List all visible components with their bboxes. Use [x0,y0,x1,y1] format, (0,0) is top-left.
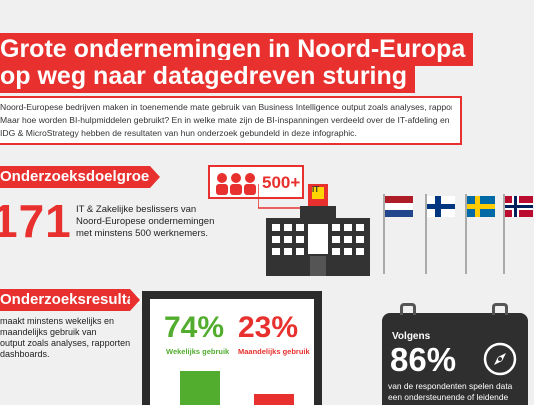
weekly-percentage: 74% [164,311,225,344]
doelgroep-desc-line3: met minstens 500 werknemers. [76,228,208,239]
weekly-bar [180,370,220,405]
monthly-bar [254,394,294,405]
intro-box: Noord-Europese bedrijven maken in toenem… [0,96,462,145]
section-heading-doelgroep: Onderzoeksdoelgroep [0,166,160,188]
flag-sweden-icon [465,194,495,274]
resultaten-desc-line1: maakt minstens wekelijks en [0,316,115,326]
intro-line-2: Maar hoe worden BI-hulpmiddelen gebruikt… [0,115,452,125]
resultaten-description: maakt minstens wekelijks en maandelijks … [0,316,130,360]
briefcase-handle-right [492,303,508,315]
intro-line-1: Noord-Europese bedrijven maken in toenem… [0,102,452,112]
monitor-screen: 74% Wekelijks gebruik 23% Maandelijks ge… [150,299,314,405]
case-line2: een ondersteunende of leidende [388,392,509,402]
resultaten-desc-line4: dashboards. [0,349,50,359]
resultaten-desc-line2: maandelijks gebruik van [0,327,97,337]
doelgroep-desc-line2: Noord-Europese ondernemingen [76,216,215,227]
monthly-percentage: 23% [238,311,299,344]
employee-badge-text: 500+ [262,173,301,192]
building-sign-text: IT [312,185,320,194]
section-heading-resultaten: Onderzoeksresultaten [0,289,158,311]
office-building-icon [258,184,370,276]
compass-icon [483,342,517,376]
flag-netherlands-icon [383,194,413,274]
doelgroep-desc-line1: IT & Zakelijke beslissers van [76,204,197,215]
people-icon [216,173,256,195]
briefcase-handle-left [400,303,416,315]
section-heading-resultaten-text: Onderzoeksresultaten [0,291,158,308]
doelgroep-description: IT & Zakelijke beslissers van Noord-Euro… [76,204,214,240]
briefcase-panel: Volgens 86% van de respondenten spelen d… [382,303,528,405]
case-description: van de respondenten spelen data een onde… [388,381,512,403]
flag-finland-icon [425,194,455,274]
intro-line-3: IDG & MicroStrategy hebben de resultaten… [0,128,357,138]
case-intro: Volgens [392,331,431,342]
page-title-line2: op weg naar datagedreven sturing [0,60,416,93]
weekly-label: Wekelijks gebruik [166,347,230,356]
respondent-count: 171 [0,195,72,247]
case-line1: van de respondenten spelen data [388,381,513,391]
flag-norway-icon [503,194,533,274]
employee-badge: 500+ [208,165,304,199]
case-percentage: 86% [390,341,457,378]
monitor-frame: 74% Wekelijks gebruik 23% Maandelijks ge… [142,291,322,405]
nordic-flags [383,194,533,274]
section-heading-doelgroep-text: Onderzoeksdoelgroep [0,168,159,185]
resultaten-desc-line3: output zoals analyses, rapporten [0,338,131,348]
monthly-label: Maandelijks gebruik [238,347,310,356]
